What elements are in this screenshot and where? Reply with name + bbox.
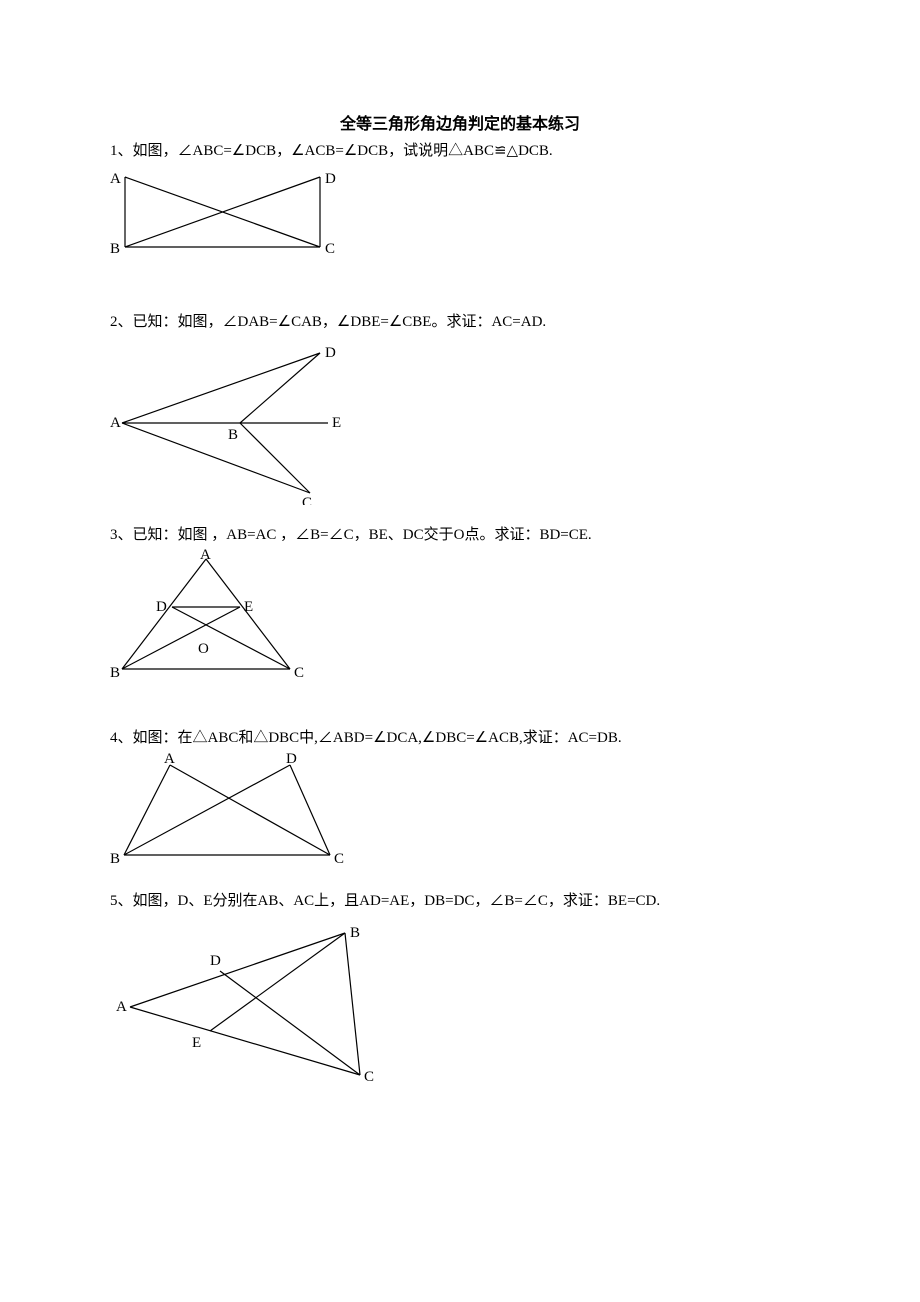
svg-text:D: D bbox=[325, 171, 336, 187]
figure-1: A B C D bbox=[110, 165, 810, 265]
svg-text:A: A bbox=[110, 415, 121, 431]
svg-text:D: D bbox=[325, 345, 336, 361]
svg-text:E: E bbox=[244, 599, 253, 615]
svg-text:C: C bbox=[334, 851, 344, 867]
svg-text:B: B bbox=[110, 665, 120, 681]
svg-text:B: B bbox=[350, 925, 360, 941]
svg-text:A: A bbox=[116, 999, 127, 1015]
svg-text:A: A bbox=[110, 171, 121, 187]
svg-text:D: D bbox=[156, 599, 167, 615]
document-page: 全等三角形角边角判定的基本练习 1、如图，∠ABC=∠DCB，∠ACB=∠DCB… bbox=[0, 0, 920, 1144]
svg-text:D: D bbox=[210, 953, 221, 969]
figure-4: A B C D bbox=[110, 751, 810, 876]
svg-text:O: O bbox=[198, 641, 209, 657]
svg-text:C: C bbox=[302, 495, 312, 505]
svg-text:E: E bbox=[192, 1035, 201, 1051]
svg-text:C: C bbox=[325, 241, 335, 257]
problem-3-text: 3、已知：如图 ，AB=AC ，∠B=∠C，BE、DC交于O点。求证：BD=CE… bbox=[110, 524, 810, 547]
svg-text:C: C bbox=[294, 665, 304, 681]
figure-2: A B C D E bbox=[110, 335, 810, 510]
svg-text:B: B bbox=[110, 241, 120, 257]
svg-text:B: B bbox=[228, 427, 238, 443]
svg-text:C: C bbox=[364, 1069, 374, 1085]
problem-5-text: 5、如图，D、E分别在AB、AC上，且AD=AE，DB=DC，∠B=∠C，求证：… bbox=[110, 890, 810, 913]
problem-2-text: 2、已知：如图，∠DAB=∠CAB，∠DBE=∠CBE。求证：AC=AD. bbox=[110, 311, 810, 334]
svg-text:A: A bbox=[200, 549, 211, 563]
svg-text:E: E bbox=[332, 415, 341, 431]
page-title: 全等三角形角边角判定的基本练习 bbox=[110, 110, 810, 134]
svg-text:A: A bbox=[164, 751, 175, 767]
figure-3: A B C D E O bbox=[110, 549, 810, 689]
problem-1-text: 1、如图，∠ABC=∠DCB，∠ACB=∠DCB，试说明△ABC≌△DCB. bbox=[110, 140, 810, 163]
svg-text:B: B bbox=[110, 851, 120, 867]
problem-4-text: 4、如图：在△ABC和△DBC中,∠ABD=∠DCA,∠DBC=∠ACB,求证：… bbox=[110, 727, 810, 750]
figure-5: A B C D E bbox=[110, 915, 810, 1090]
svg-text:D: D bbox=[286, 751, 297, 767]
